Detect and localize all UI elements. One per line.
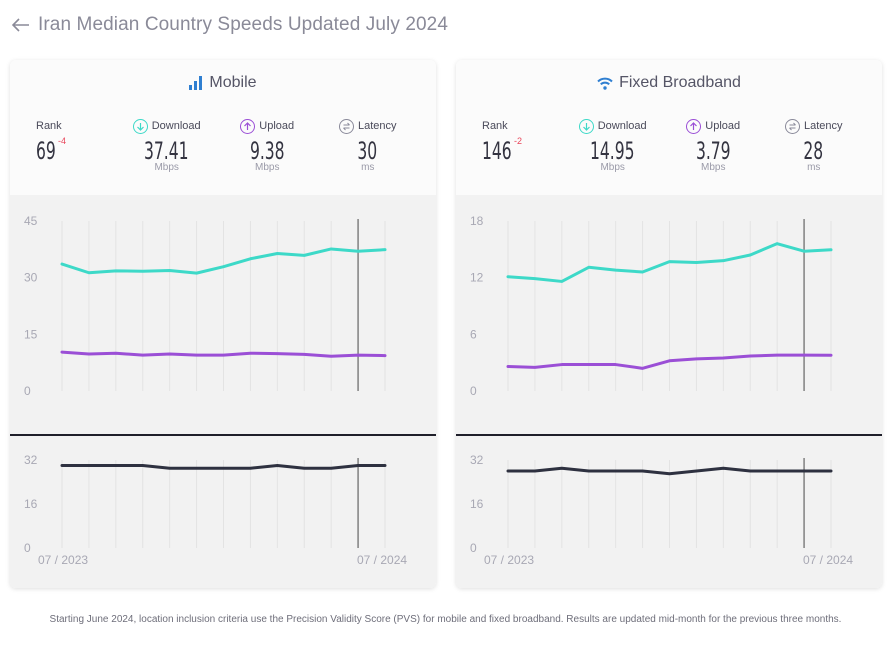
y-tick-label: 0 xyxy=(470,384,477,398)
speed-chart[interactable]: 0 15 30 45 xyxy=(10,195,436,435)
fixed-broadband-card: Fixed Broadband Rank 146 -2 Download 14.… xyxy=(456,60,882,588)
rank-value: 69 xyxy=(36,137,56,165)
mobile-card: Mobile Rank 69 -4 Download 37.41 Mbps xyxy=(10,60,436,588)
page-header: Iran Median Country Speeds Updated July … xyxy=(10,10,448,40)
rank-label: Rank xyxy=(36,120,62,132)
y-tick-label: 6 xyxy=(470,327,477,341)
y-tick-label: 18 xyxy=(470,214,484,228)
y-tick-label: 30 xyxy=(24,271,38,285)
rank-label: Rank xyxy=(482,120,508,132)
latency-unit: ms xyxy=(807,162,821,173)
rank-delta: -2 xyxy=(514,136,523,146)
latency-chart[interactable]: 0 16 32 07 / 2023 07 / 2024 xyxy=(10,436,436,588)
x-tick-label: 07 / 2023 xyxy=(484,553,534,567)
x-tick-label: 07 / 2023 xyxy=(38,553,88,567)
upload-value: 9.38 xyxy=(249,137,285,165)
download-unit: Mbps xyxy=(600,162,625,173)
chart-divider xyxy=(456,434,882,436)
download-icon xyxy=(132,118,148,134)
chart-divider xyxy=(10,434,436,436)
y-tick-label: 0 xyxy=(24,541,31,555)
upload-metric: Upload 9.38 Mbps xyxy=(217,118,318,173)
upload-unit: Mbps xyxy=(700,162,726,173)
latency-chart[interactable]: 0 16 32 07 / 2023 07 / 2024 xyxy=(456,436,882,588)
card-title: Mobile xyxy=(10,74,436,92)
latency-icon xyxy=(338,118,354,134)
latency-label: Latency xyxy=(803,120,843,132)
latency-icon xyxy=(784,118,800,134)
download-metric: Download 37.41 Mbps xyxy=(116,118,217,173)
latency-value: 28 xyxy=(803,137,824,165)
download-label: Download xyxy=(597,120,647,132)
download-label: Download xyxy=(151,120,201,132)
rank-delta: -4 xyxy=(58,136,67,146)
rank-metric: Rank 69 -4 xyxy=(28,118,116,173)
y-tick-label: 15 xyxy=(24,327,38,341)
y-tick-label: 32 xyxy=(470,453,484,467)
latency-label: Latency xyxy=(357,120,397,132)
arrow-left-icon xyxy=(12,18,29,32)
y-tick-label: 16 xyxy=(24,497,38,511)
back-button[interactable] xyxy=(10,14,32,36)
upload-value: 3.79 xyxy=(695,137,731,165)
download-icon xyxy=(578,118,594,134)
download-value: 37.41 xyxy=(144,137,189,165)
card-title-text: Fixed Broadband xyxy=(619,74,741,91)
card-title: Fixed Broadband xyxy=(456,74,882,92)
y-tick-label: 16 xyxy=(470,497,484,511)
download-metric: Download 14.95 Mbps xyxy=(562,118,663,173)
rank-value: 146 xyxy=(482,137,512,165)
upload-icon xyxy=(240,118,256,134)
upload-label: Upload xyxy=(705,120,741,132)
upload-label: Upload xyxy=(259,120,295,132)
latency-unit: ms xyxy=(361,162,375,173)
download-value: 14.95 xyxy=(590,137,635,165)
footer-note: Starting June 2024, location inclusion c… xyxy=(49,614,842,625)
latency-value: 30 xyxy=(357,137,378,165)
download-unit: Mbps xyxy=(154,162,179,173)
card-title-text: Mobile xyxy=(209,74,257,91)
upload-metric: Upload 3.79 Mbps xyxy=(663,118,764,173)
speed-chart[interactable]: 0 6 12 18 xyxy=(456,195,882,435)
y-tick-label: 45 xyxy=(24,214,38,228)
signal-bars-icon xyxy=(189,76,203,90)
y-tick-label: 12 xyxy=(470,271,484,285)
y-tick-label: 0 xyxy=(24,384,31,398)
latency-metric: Latency 30 ms xyxy=(317,118,418,173)
wifi-icon xyxy=(597,77,613,90)
x-tick-label: 07 / 2024 xyxy=(803,553,853,567)
latency-metric: Latency 28 ms xyxy=(763,118,864,173)
y-tick-label: 32 xyxy=(24,453,38,467)
page-title: Iran Median Country Speeds Updated July … xyxy=(38,14,448,35)
rank-metric: Rank 146 -2 xyxy=(474,118,562,173)
x-tick-label: 07 / 2024 xyxy=(357,553,407,567)
y-tick-label: 0 xyxy=(470,541,477,555)
upload-icon xyxy=(686,118,702,134)
upload-unit: Mbps xyxy=(254,162,280,173)
